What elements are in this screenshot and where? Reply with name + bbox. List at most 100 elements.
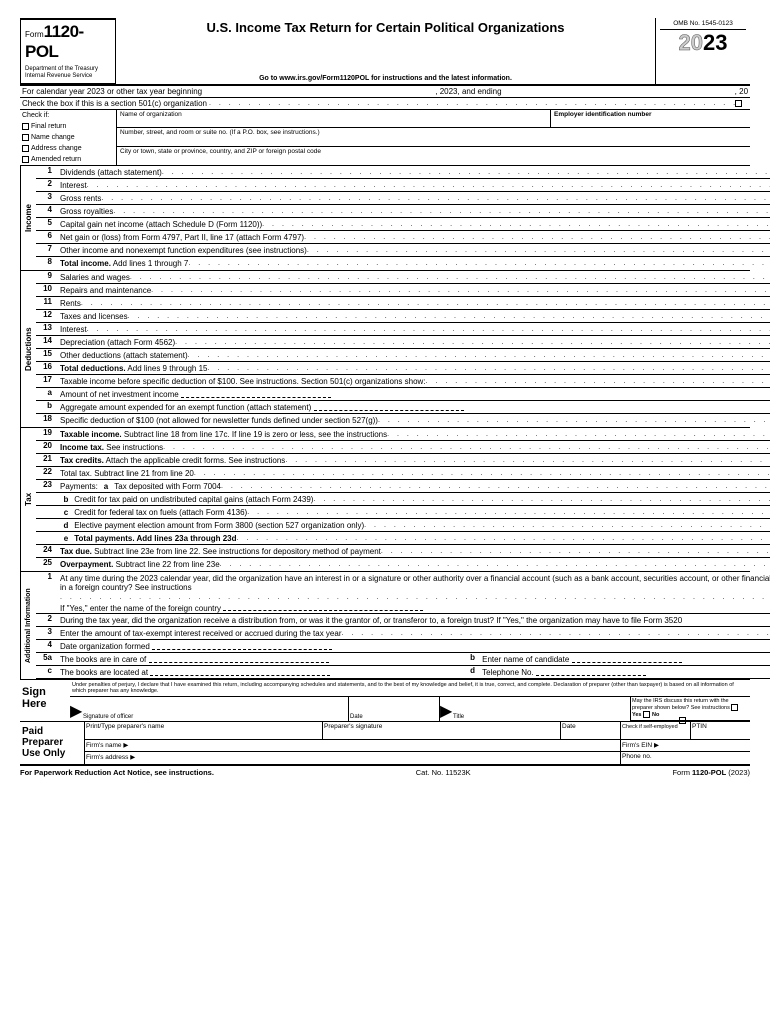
line-23b: b Credit for tax paid on undistributed c… — [36, 493, 770, 506]
self-employed-label: Check if self-employed — [622, 724, 678, 730]
discuss-yes-checkbox[interactable] — [731, 704, 738, 711]
sign-here-label: Sign Here — [20, 680, 70, 721]
line-6: 6Net gain or (loss) from Form 4797, Part… — [36, 231, 770, 244]
line-18: 18Specific deduction of $100 (not allowe… — [36, 414, 770, 427]
q4-text: Date organization formed — [60, 642, 150, 651]
check-if-col: Check if: Final return Name change Addre… — [20, 110, 116, 165]
line-23e: e Total payments. Add lines 23a through … — [36, 532, 770, 545]
tax-year-row: For calendar year 2023 or other tax year… — [20, 86, 750, 98]
deductions-section: Deductions 9Salaries and wages910Repairs… — [20, 270, 750, 427]
form-id-box: Form1120-POL Department of the TreasuryI… — [20, 18, 116, 84]
paid-preparer-label: Paid Preparer Use Only — [20, 722, 84, 764]
amended-return-label: Amended return — [31, 156, 81, 163]
preparer-sig-field[interactable]: Preparer's signature — [322, 722, 560, 739]
org-info-block: Check if: Final return Name change Addre… — [20, 110, 750, 166]
firm-addr-field[interactable]: Firm's address — [86, 754, 128, 761]
q5a-text: The books are in care of — [60, 655, 146, 664]
line-24: 24Tax due. Subtract line 23e from line 2… — [36, 545, 770, 558]
income-label: Income — [20, 166, 36, 270]
footer-right: Form 1120-POL (2023) — [672, 768, 750, 777]
dept-treasury: Department of the TreasuryInternal Reven… — [25, 66, 111, 79]
q1b-text: If "Yes," enter the name of the foreign … — [60, 604, 221, 613]
line-19: 19Taxable income. Subtract line 18 from … — [36, 428, 770, 441]
discuss-no-checkbox[interactable] — [643, 711, 650, 718]
q5b-text: Enter name of candidate — [482, 655, 569, 664]
q5c-text: The books are located at — [60, 668, 148, 677]
paid-preparer-section: Paid Preparer Use Only Print/Type prepar… — [20, 722, 750, 764]
q5d-text: Telephone No. — [482, 668, 534, 677]
line-16: 16Total deductions. Add lines 9 through … — [36, 362, 770, 375]
line-7: 7Other income and nonexempt function exp… — [36, 244, 770, 257]
preparer-date-field[interactable]: Date — [560, 722, 620, 739]
line-22: 22Total tax. Subtract line 21 from line … — [36, 467, 770, 480]
final-return-checkbox[interactable] — [22, 123, 29, 130]
firm-name-field[interactable]: Firm's name — [86, 742, 122, 749]
perjury-text: Under penalties of perjury, I declare th… — [70, 680, 750, 697]
header-center: U.S. Income Tax Return for Certain Polit… — [116, 18, 655, 84]
discuss-box: May the IRS discuss this return with the… — [630, 697, 750, 721]
line-10: 10Repairs and maintenance10 — [36, 284, 770, 297]
line-5: 5Capital gain net income (attach Schedul… — [36, 218, 770, 231]
line-4: 4Gross royalties4 — [36, 205, 770, 218]
telephone-input[interactable] — [536, 668, 646, 676]
ein-label: Employer identification number — [550, 110, 750, 126]
preparer-name-field[interactable]: Print/Type preparer's name — [85, 722, 322, 739]
line-1: 1Dividends (attach statement)1 — [36, 166, 770, 179]
501c-row: Check the box if this is a section 501(c… — [20, 98, 750, 110]
amended-return-checkbox[interactable] — [22, 156, 29, 163]
org-name-label: Name of organization — [117, 110, 550, 126]
income-section: Income 1Dividends (attach statement)12In… — [20, 166, 750, 270]
line-12: 12Taxes and licenses12 — [36, 310, 770, 323]
sig-officer-field[interactable]: Signature of officer — [82, 697, 349, 721]
form-number: 1120-POL — [25, 22, 84, 61]
firm-ein-field[interactable]: Firm's EIN — [622, 742, 652, 749]
address-change-label: Address change — [31, 145, 82, 152]
city-label: City or town, state or province, country… — [117, 147, 750, 165]
line-11: 11Rents11 — [36, 297, 770, 310]
line-3: 3Gross rents3 — [36, 192, 770, 205]
goto-link: Go to www.irs.gov/Form1120POL for instru… — [122, 75, 649, 82]
q1-text: At any time during the 2023 calendar yea… — [60, 574, 770, 592]
form-header: Form1120-POL Department of the TreasuryI… — [20, 18, 750, 86]
additional-info-label: Additional Information — [20, 572, 36, 679]
phone-field[interactable]: Phone no. — [620, 752, 750, 764]
period-end: , 20 — [733, 86, 750, 97]
line-b: bAggregate amount expended for an exempt… — [36, 401, 770, 414]
candidate-input[interactable] — [572, 655, 682, 663]
date-formed-input[interactable] — [152, 642, 332, 650]
tax-section: Tax 19Taxable income. Subtract line 18 f… — [20, 427, 750, 571]
line-23c: c Credit for federal tax on fuels (attac… — [36, 506, 770, 519]
self-employed-checkbox[interactable] — [679, 717, 686, 724]
line-14: 14Depreciation (attach Form 4562)14 — [36, 336, 770, 349]
address-change-checkbox[interactable] — [22, 145, 29, 152]
page-footer: For Paperwork Reduction Act Notice, see … — [20, 764, 750, 777]
form-word: Form — [25, 30, 44, 39]
books-care-input[interactable] — [149, 655, 329, 663]
tax-label: Tax — [20, 428, 36, 571]
501c-checkbox[interactable] — [735, 100, 742, 107]
line-9: 9Salaries and wages9 — [36, 271, 770, 284]
sig-date-field[interactable]: Date — [349, 697, 440, 721]
books-located-input[interactable] — [150, 668, 330, 676]
deductions-label: Deductions — [20, 271, 36, 427]
line-23d: d Elective payment election amount from … — [36, 519, 770, 532]
line-23a: 23Payments: a Tax deposited with Form 70… — [36, 480, 770, 493]
sig-title-field[interactable]: Title — [452, 697, 630, 721]
header-right: OMB No. 1545-0123 2023 — [655, 18, 750, 84]
period-begin-label: For calendar year 2023 or other tax year… — [20, 86, 204, 97]
sign-here-section: Sign Here Under penalties of perjury, I … — [20, 679, 750, 722]
line-25: 25Overpayment. Subtract line 22 from lin… — [36, 558, 770, 571]
line-8: 8Total income. Add lines 1 through 78 — [36, 257, 770, 270]
name-change-checkbox[interactable] — [22, 134, 29, 141]
ptin-field[interactable]: PTIN — [690, 722, 750, 739]
additional-info-section: Additional Information 1 At any time dur… — [20, 571, 750, 679]
foreign-country-input[interactable] — [223, 603, 423, 611]
name-change-label: Name change — [31, 134, 75, 141]
line-20: 20Income tax. See instructions20 — [36, 441, 770, 454]
line-21: 21Tax credits. Attach the applicable cre… — [36, 454, 770, 467]
footer-mid: Cat. No. 11523K — [416, 768, 471, 777]
omb-number: OMB No. 1545-0123 — [660, 20, 746, 30]
501c-label: Check the box if this is a section 501(c… — [20, 98, 209, 109]
line-2: 2Interest2 — [36, 179, 770, 192]
line-a: aAmount of net investment income — [36, 388, 770, 401]
